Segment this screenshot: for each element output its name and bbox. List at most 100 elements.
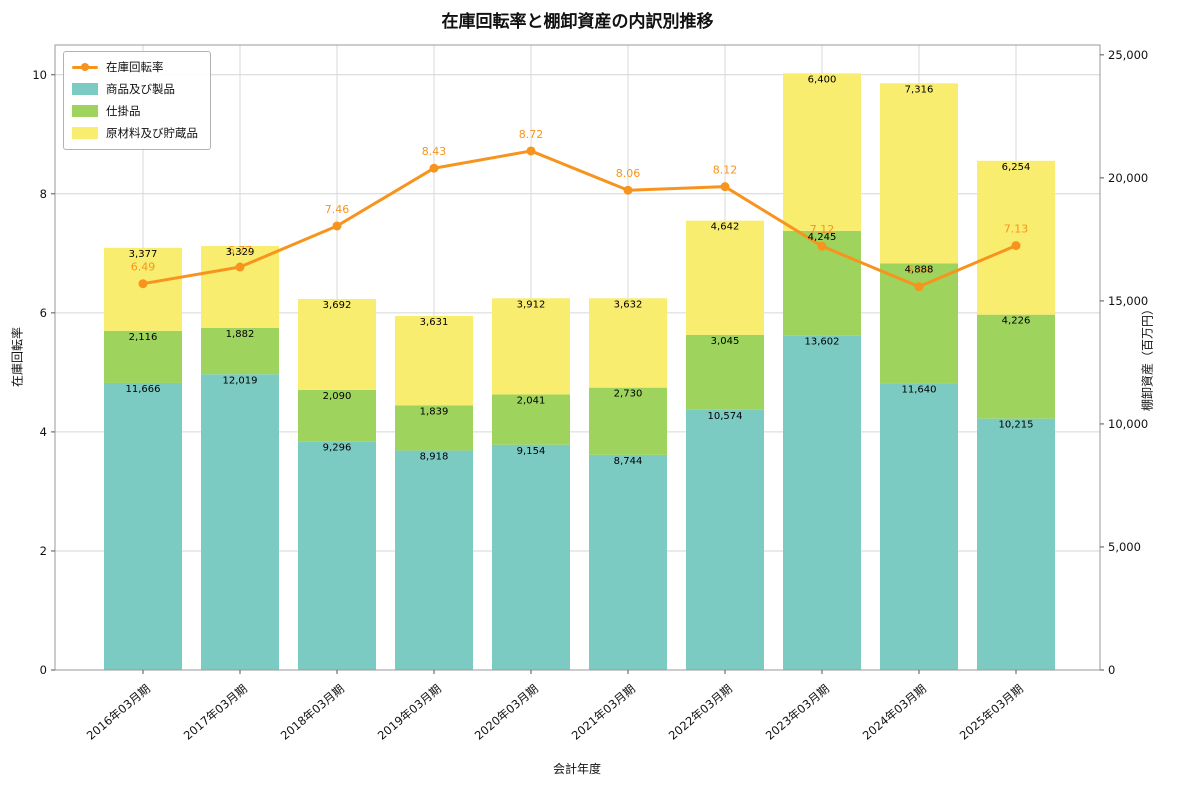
right-tick-label: 10,000 — [1108, 417, 1148, 431]
bar-segment — [104, 382, 182, 670]
x-tick-label: 2025年03月期 — [957, 682, 1026, 743]
x-tick-label: 2020年03月期 — [472, 682, 541, 743]
bar-value-label: 3,631 — [420, 317, 449, 328]
line-marker — [526, 146, 536, 156]
bar-value-label: 3,045 — [711, 336, 740, 347]
bar-value-label: 12,019 — [223, 375, 258, 386]
bar-segment — [880, 383, 958, 670]
line-marker — [623, 185, 633, 195]
line-value-label: 7.12 — [810, 223, 835, 236]
legend-item-wip: 仕掛品 — [72, 103, 198, 119]
bar-segment — [589, 387, 667, 455]
line-value-label: 8.43 — [422, 145, 447, 158]
bar-value-label: 1,839 — [420, 406, 449, 417]
x-tick-label: 2018年03月期 — [278, 682, 347, 743]
bar-segment — [395, 450, 473, 670]
left-tick-label: 2 — [40, 544, 47, 558]
bar-segment — [298, 298, 376, 390]
bar-segment — [298, 389, 376, 442]
bar-value-label: 9,296 — [323, 442, 352, 453]
bar-value-label: 9,154 — [517, 446, 546, 457]
bar-segment — [492, 444, 570, 670]
bar-segment — [201, 374, 279, 670]
bar-segment — [977, 418, 1055, 670]
bar-segment — [492, 394, 570, 445]
bar-segment — [977, 314, 1055, 419]
bar-segment — [492, 298, 570, 395]
bar-segment — [880, 263, 958, 384]
right-tick-label: 0 — [1108, 663, 1115, 677]
left-tick-label: 0 — [40, 663, 47, 677]
line-value-label: 6.44 — [907, 264, 932, 277]
bar-value-label: 1,882 — [226, 329, 255, 340]
bar-value-label: 4,245 — [808, 232, 837, 243]
bar-segment — [686, 409, 764, 670]
bar-value-label: 8,918 — [420, 452, 449, 463]
bar-segment — [201, 246, 279, 328]
bar-value-label: 11,666 — [126, 384, 161, 395]
bar-segment — [686, 334, 764, 410]
bar-segment — [686, 220, 764, 335]
bar-segment — [880, 83, 958, 264]
bar-value-label: 2,090 — [323, 391, 352, 402]
left-axis-title: 在庫回転率 — [10, 326, 25, 388]
bar-value-label: 2,730 — [614, 389, 643, 400]
bar-segment — [589, 454, 667, 670]
left-tick-label: 4 — [40, 425, 47, 439]
bar-value-label: 10,574 — [708, 411, 743, 422]
line-value-label: 7.46 — [325, 203, 350, 216]
bar-segment — [104, 247, 182, 331]
chart-title: 在庫回転率と棚卸資産の内訳別推移 — [441, 12, 714, 32]
plot-border — [54, 44, 1101, 671]
bar-value-label: 8,744 — [614, 456, 643, 467]
bar-value-label: 4,888 — [905, 264, 934, 275]
right-tick-label: 5,000 — [1108, 540, 1141, 554]
bar-value-label: 2,041 — [517, 396, 546, 407]
bar-segment — [977, 160, 1055, 315]
line-value-label: 8.72 — [519, 128, 544, 141]
x-tick-label: 2019年03月期 — [375, 682, 444, 743]
line-marker — [138, 279, 148, 289]
line-marker — [429, 163, 439, 173]
left-tick-label: 6 — [40, 306, 47, 320]
x-tick-label: 2016年03月期 — [84, 682, 153, 743]
bar-value-label: 7,316 — [905, 84, 934, 95]
bar-value-label: 3,692 — [323, 300, 352, 311]
legend-label-turnover: 在庫回転率 — [106, 60, 164, 74]
x-tick-label: 2021年03月期 — [569, 682, 638, 743]
legend-item-products: 商品及び製品 — [72, 81, 198, 97]
materials-swatch-icon — [72, 127, 98, 139]
line-marker — [914, 282, 924, 292]
line-value-label: 6.49 — [131, 261, 156, 274]
right-tick-label: 15,000 — [1108, 294, 1148, 308]
bar-value-label: 10,215 — [999, 420, 1034, 431]
x-tick-label: 2024年03月期 — [860, 682, 929, 743]
bar-segment — [589, 298, 667, 388]
bar-value-label: 4,226 — [1002, 316, 1031, 327]
bar-value-label: 3,912 — [517, 299, 546, 310]
wip-swatch-icon — [72, 105, 98, 117]
bar-segment — [395, 405, 473, 451]
line-marker — [235, 262, 245, 272]
bar-value-label: 13,602 — [805, 336, 840, 347]
bar-value-label: 6,400 — [808, 74, 837, 85]
bar-value-label: 11,640 — [902, 385, 937, 396]
line-marker — [332, 221, 342, 231]
bar-segment — [201, 327, 279, 375]
legend-item-turnover: 在庫回転率 — [72, 59, 198, 75]
legend-label-materials: 原材料及び貯蔵品 — [106, 126, 198, 140]
turnover-line — [141, 149, 1018, 289]
bar-value-label: 6,254 — [1002, 162, 1031, 173]
line-marker — [720, 182, 730, 192]
x-axis-title: 会計年度 — [552, 762, 602, 776]
line-value-label: 7.13 — [1004, 223, 1029, 236]
bar-value-label: 2,116 — [129, 332, 158, 343]
left-tick-label: 8 — [40, 187, 47, 201]
x-tick-label: 2023年03月期 — [763, 682, 832, 743]
right-tick-label: 25,000 — [1108, 48, 1148, 62]
legend: 在庫回転率 商品及び製品 仕掛品 原材料及び貯蔵品 — [63, 51, 211, 150]
left-tick-label: 10 — [32, 68, 47, 82]
line-swatch-dot — [81, 63, 89, 71]
line-marker — [1011, 241, 1021, 251]
right-axis-title: 棚卸資産（百万円） — [1140, 302, 1155, 412]
